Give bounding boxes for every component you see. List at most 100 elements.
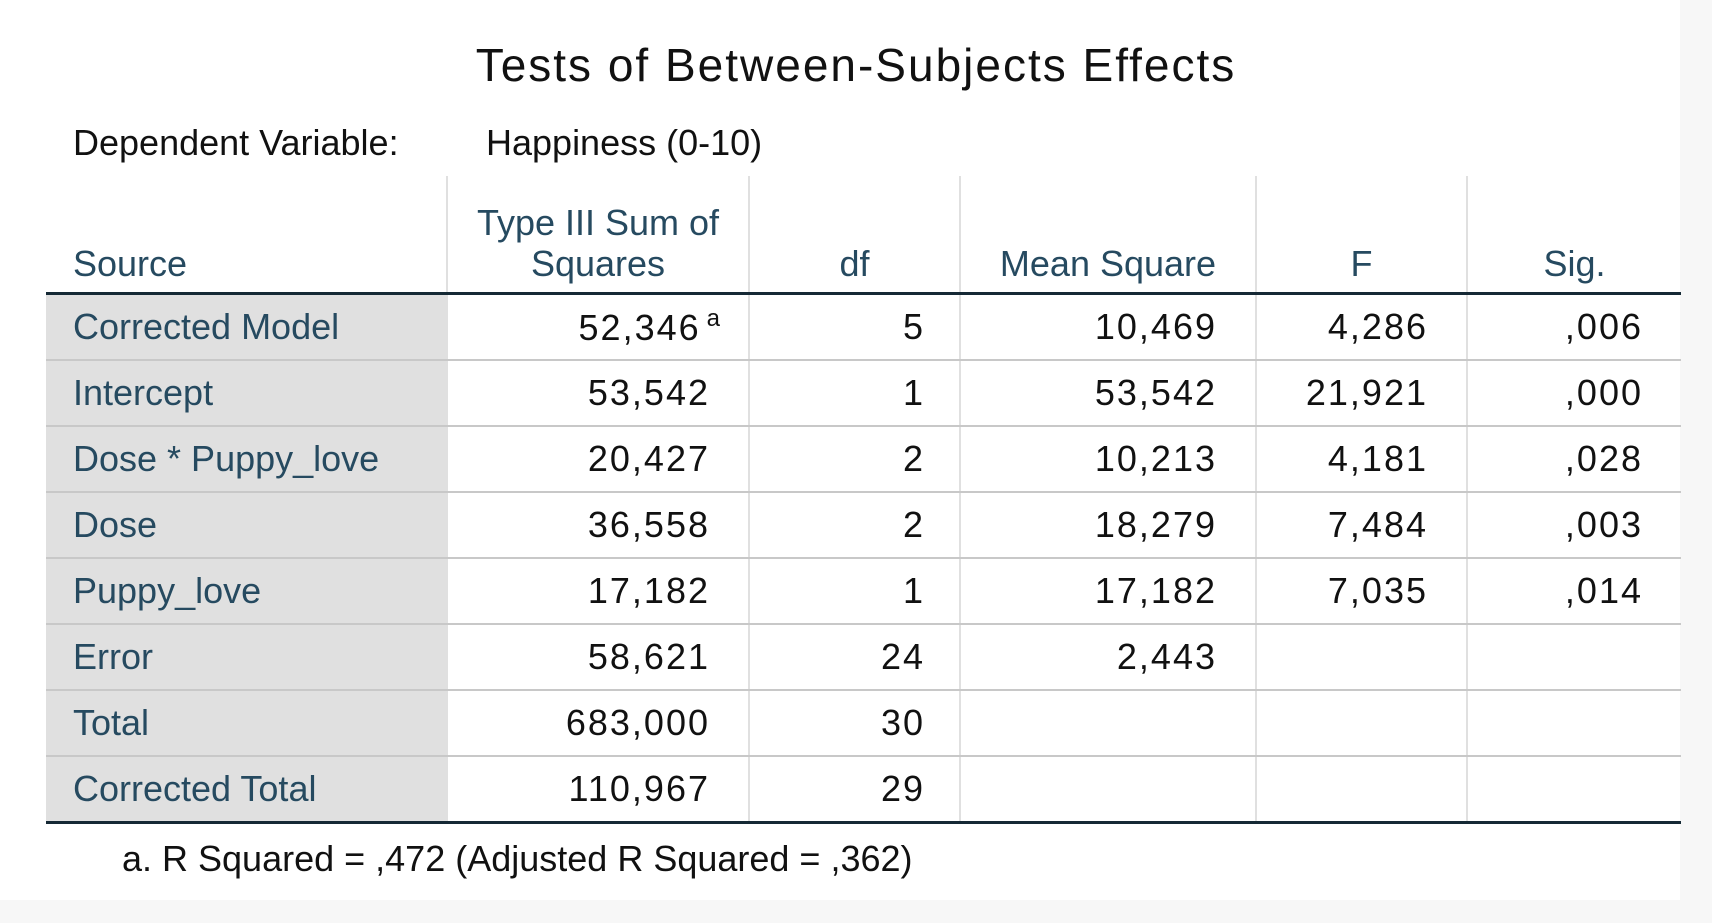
cell-mean-square [960, 690, 1257, 757]
cell-mean-square-value: 10,469 [1094, 306, 1217, 347]
cell-source-value: Corrected Model [73, 306, 340, 347]
cell-source: Dose * Puppy_love [46, 426, 448, 493]
cell-sum-of-squares: 36,558 [447, 492, 750, 559]
panel-shadow-bottom [0, 900, 1712, 923]
cell-df: 30 [749, 690, 961, 757]
cell-df: 2 [749, 426, 961, 493]
cell-mean-square-value: 17,182 [1094, 570, 1217, 611]
cell-f-value: 7,484 [1327, 504, 1428, 545]
table-row: Intercept 53,542 1 53,542 21,921 ,000 [46, 360, 1681, 427]
header-mean-square: Mean Square [960, 176, 1257, 295]
cell-source-value: Puppy_love [73, 570, 262, 611]
cell-source: Total [46, 690, 448, 757]
cell-f-value: 4,286 [1327, 306, 1428, 347]
cell-f: 7,035 [1256, 558, 1468, 625]
cell-df: 1 [749, 360, 961, 427]
cell-sum-of-squares-value: 20,427 [587, 438, 710, 479]
cell-source: Puppy_love [46, 558, 448, 625]
header-sum-of-squares: Type III Sum of Squares [447, 176, 750, 295]
cell-df-value: 5 [902, 306, 925, 347]
footnote-marker: a [706, 305, 720, 332]
cell-df-value: 24 [880, 636, 925, 677]
cell-source-value: Intercept [73, 372, 214, 413]
cell-mean-square [960, 756, 1257, 824]
cell-source: Dose [46, 492, 448, 559]
cell-sig [1467, 624, 1681, 691]
cell-df: 1 [749, 558, 961, 625]
header-source: Source [46, 176, 448, 295]
table-row: Corrected Total 110,967 29 [46, 756, 1681, 824]
cell-sum-of-squares-value: 52,346 [578, 307, 701, 348]
cell-sum-of-squares-value: 683,000 [565, 702, 710, 743]
cell-source-value: Error [73, 636, 153, 677]
cell-sum-of-squares-value: 53,542 [587, 372, 710, 413]
table-row: Dose * Puppy_love 20,427 2 10,213 4,181 ,028 [46, 426, 1681, 493]
table-row: Error 58,621 24 2,443 [46, 624, 1681, 691]
cell-sig [1467, 756, 1681, 824]
cell-sig [1467, 690, 1681, 757]
cell-f [1256, 756, 1468, 824]
cell-sum-of-squares-value: 110,967 [568, 768, 710, 809]
cell-f: 7,484 [1256, 492, 1468, 559]
cell-sig: ,028 [1467, 426, 1681, 493]
cell-sum-of-squares: 52,346 a [447, 293, 750, 361]
cell-df-value: 2 [902, 438, 925, 479]
cell-sum-of-squares-value: 17,182 [587, 570, 710, 611]
cell-sum-of-squares-value: 36,558 [587, 504, 710, 545]
header-sig: Sig. [1467, 176, 1681, 295]
cell-sum-of-squares: 58,621 [447, 624, 750, 691]
cell-f: 21,921 [1256, 360, 1468, 427]
cell-source: Corrected Model [46, 293, 448, 361]
cell-source-value: Total [73, 702, 150, 743]
table-row: Total 683,000 30 [46, 690, 1681, 757]
header-df: df [749, 176, 961, 295]
cell-f-value: 7,035 [1327, 570, 1428, 611]
cell-f: 4,181 [1256, 426, 1468, 493]
header-f: F [1256, 176, 1468, 295]
cell-sig-value: ,028 [1564, 438, 1643, 479]
dependent-variable-line: Dependent Variable: Happiness (0-10) [73, 122, 762, 164]
cell-df-value: 29 [880, 768, 925, 809]
cell-df-value: 2 [902, 504, 925, 545]
dependent-variable-label: Dependent Variable: [73, 122, 399, 163]
cell-mean-square: 10,213 [960, 426, 1257, 493]
cell-mean-square-value: 53,542 [1094, 372, 1217, 413]
cell-df: 2 [749, 492, 961, 559]
cell-sig-value: ,000 [1564, 372, 1643, 413]
cell-df-value: 1 [902, 372, 925, 413]
cell-mean-square: 17,182 [960, 558, 1257, 625]
cell-sig-value: ,006 [1564, 306, 1643, 347]
cell-source: Corrected Total [46, 756, 448, 824]
cell-sig: ,006 [1467, 293, 1681, 361]
cell-mean-square: 18,279 [960, 492, 1257, 559]
cell-sig-value: ,014 [1564, 570, 1643, 611]
cell-f-value: 4,181 [1327, 438, 1428, 479]
cell-source-value: Corrected Total [73, 768, 317, 809]
cell-mean-square: 10,469 [960, 293, 1257, 361]
cell-sig: ,000 [1467, 360, 1681, 427]
header-ss-line2: Squares [530, 243, 666, 284]
cell-sum-of-squares: 110,967 [447, 756, 750, 824]
header-ss-line1: Type III Sum of [476, 202, 720, 243]
cell-source: Intercept [46, 360, 448, 427]
header-row: Source Type III Sum of Squares df Mean S… [46, 176, 1681, 295]
cell-f [1256, 690, 1468, 757]
panel-shadow-right [1680, 0, 1712, 923]
cell-sum-of-squares-value: 58,621 [587, 636, 710, 677]
cell-mean-square: 53,542 [960, 360, 1257, 427]
cell-mean-square-value: 2,443 [1116, 636, 1217, 677]
table-row: Puppy_love 17,182 1 17,182 7,035 ,014 [46, 558, 1681, 625]
dependent-variable-value: Happiness (0-10) [486, 122, 763, 163]
cell-df: 24 [749, 624, 961, 691]
table-footnote: a. R Squared = ,472 (Adjusted R Squared … [122, 838, 913, 879]
cell-sig-value: ,003 [1564, 504, 1643, 545]
cell-sig: ,014 [1467, 558, 1681, 625]
cell-mean-square: 2,443 [960, 624, 1257, 691]
cell-source: Error [46, 624, 448, 691]
cell-df: 29 [749, 756, 961, 824]
cell-sig: ,003 [1467, 492, 1681, 559]
cell-mean-square-value: 10,213 [1094, 438, 1217, 479]
anova-table: Source Type III Sum of Squares df Mean S… [46, 176, 1681, 824]
table-row: Corrected Model 52,346 a 5 10,469 4,286 ,006 [46, 293, 1681, 361]
cell-df: 5 [749, 293, 961, 361]
